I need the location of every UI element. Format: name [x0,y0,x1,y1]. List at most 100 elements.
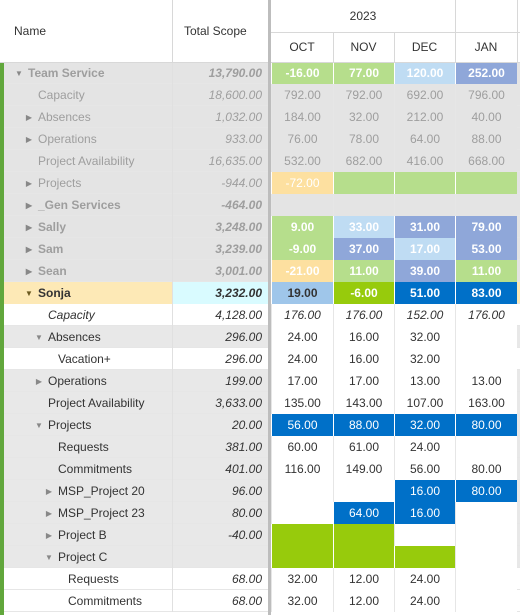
row-name-cell[interactable]: ▶ MSP_Project 23 [0,502,172,524]
row-name-cell[interactable]: ▶ Projects [0,172,172,194]
total-scope-cell[interactable]: 199.00 [172,370,268,392]
month-value-cell[interactable]: 120.00 [394,62,455,84]
month-value-cell[interactable]: 12.00 [333,590,394,612]
collapse-arrow-icon[interactable]: ▼ [35,332,43,342]
collapse-arrow-icon[interactable]: ▼ [25,288,33,298]
month-header-oct[interactable]: OCT [271,32,333,62]
month-value-cell[interactable]: 9.00 [271,216,333,238]
month-value-cell[interactable]: 61.00 [333,436,394,458]
month-value-cell[interactable]: 16.00 [394,480,455,502]
month-value-cell[interactable] [271,194,333,216]
table-row[interactable]: ▶ Sean 3,001.00 -21.00 11.00 39.00 11.00 [0,260,520,282]
month-value-cell[interactable]: 212.00 [394,106,455,128]
table-row[interactable]: ▶ Operations 199.00 17.00 17.00 13.00 13.00 [0,370,520,392]
table-row[interactable]: ▶ Absences 1,032.00 184.00 32.00 212.00 40.00 [0,106,520,128]
expand-arrow-icon[interactable]: ▶ [25,244,33,254]
month-value-cell[interactable]: 32.00 [271,590,333,612]
month-value-cell[interactable]: 792.00 [271,84,333,106]
total-scope-cell[interactable]: 296.00 [172,326,268,348]
row-name-cell[interactable]: Commitments [0,590,172,612]
total-scope-cell[interactable]: 13,790.00 [172,62,268,84]
month-value-cell[interactable]: 32.00 [394,348,455,370]
table-row[interactable]: Commitments 401.00 116.00 149.00 56.00 80.00 [0,458,520,480]
total-scope-cell[interactable]: -944.00 [172,172,268,194]
total-scope-cell[interactable]: 20.00 [172,414,268,436]
month-value-cell[interactable]: -6.00 [333,282,394,304]
row-name-cell[interactable]: Requests [0,568,172,590]
month-value-cell[interactable]: 24.00 [394,436,455,458]
month-value-cell[interactable]: -21.00 [271,260,333,282]
month-value-cell[interactable]: 17.00 [333,370,394,392]
month-value-cell[interactable]: -72.00 [271,172,333,194]
month-value-cell[interactable] [455,326,517,348]
month-value-cell[interactable]: 37.00 [333,238,394,260]
month-value-cell[interactable]: 24.00 [271,326,333,348]
month-value-cell[interactable]: 32.00 [271,568,333,590]
month-value-cell[interactable] [333,546,394,568]
month-value-cell[interactable]: 33.00 [333,216,394,238]
month-value-cell[interactable]: 88.00 [333,414,394,436]
month-value-cell[interactable]: 64.00 [394,128,455,150]
month-header-jan[interactable]: JAN [455,32,517,62]
table-row[interactable]: ▼ Project C [0,546,520,568]
frozen-column-splitter[interactable] [268,0,271,615]
month-value-cell[interactable]: 32.00 [394,326,455,348]
month-value-cell[interactable] [394,524,455,546]
month-value-cell[interactable]: 135.00 [271,392,333,414]
table-row[interactable]: ▶ Projects -944.00 -72.00 [0,172,520,194]
total-scope-cell[interactable]: 80.00 [172,502,268,524]
month-value-cell[interactable]: 176.00 [271,304,333,326]
expand-arrow-icon[interactable]: ▶ [45,486,53,496]
row-name-cell[interactable]: Requests [0,436,172,458]
month-value-cell[interactable] [271,480,333,502]
row-name-cell[interactable]: ▶ Sally [0,216,172,238]
month-value-cell[interactable]: 24.00 [394,568,455,590]
row-name-cell[interactable]: Project Availability [0,392,172,414]
table-row-selected[interactable]: ▼ Sonja 3,232.00 19.00 -6.00 51.00 83.00 [0,282,520,304]
total-scope-cell[interactable]: 4,128.00 [172,304,268,326]
month-value-cell[interactable]: 32.00 [394,414,455,436]
month-value-cell[interactable]: 88.00 [455,128,517,150]
row-name-cell[interactable]: ▼ Absences [0,326,172,348]
expand-arrow-icon[interactable]: ▶ [25,134,33,144]
month-value-cell[interactable]: 692.00 [394,84,455,106]
month-value-cell[interactable]: 11.00 [455,260,517,282]
month-value-cell[interactable]: 16.00 [333,326,394,348]
month-value-cell[interactable]: 163.00 [455,392,517,414]
month-value-cell[interactable]: 19.00 [271,282,333,304]
row-name-cell[interactable]: ▶ _Gen Services [0,194,172,216]
month-value-cell[interactable] [333,524,394,546]
month-value-cell[interactable] [455,348,517,370]
expand-arrow-icon[interactable]: ▶ [25,266,33,276]
month-value-cell[interactable]: -9.00 [271,238,333,260]
expand-arrow-icon[interactable]: ▶ [25,222,33,232]
row-name-cell[interactable]: ▶ Absences [0,106,172,128]
table-row[interactable]: Vacation+ 296.00 24.00 16.00 32.00 [0,348,520,370]
row-name-cell[interactable]: ▼ Team Service [0,62,172,84]
row-name-cell[interactable]: ▶ Operations [0,370,172,392]
expand-arrow-icon[interactable]: ▶ [45,508,53,518]
month-value-cell[interactable] [455,524,517,546]
month-value-cell[interactable]: 56.00 [271,414,333,436]
month-value-cell[interactable]: 78.00 [333,128,394,150]
total-scope-cell[interactable]: 3,232.00 [172,282,268,304]
column-header-name[interactable]: Name [0,0,172,62]
month-value-cell[interactable]: 116.00 [271,458,333,480]
month-value-cell[interactable]: 252.00 [455,62,517,84]
collapse-arrow-icon[interactable]: ▼ [35,420,43,430]
total-scope-cell[interactable]: 16,635.00 [172,150,268,172]
row-name-cell[interactable]: ▼ Projects [0,414,172,436]
table-row[interactable]: ▼ Team Service 13,790.00 -16.00 77.00 120.00 2… [0,62,520,84]
expand-arrow-icon[interactable]: ▶ [35,376,43,386]
table-row[interactable]: Commitments 68.00 32.00 12.00 24.00 [0,590,520,612]
month-value-cell[interactable]: 176.00 [333,304,394,326]
total-scope-cell[interactable]: 68.00 [172,590,268,612]
row-name-cell[interactable]: ▼ Project C [0,546,172,568]
total-scope-cell[interactable] [172,546,268,568]
row-name-cell[interactable]: Project Availability [0,150,172,172]
month-value-cell[interactable] [333,172,394,194]
total-scope-cell[interactable]: 18,600.00 [172,84,268,106]
month-value-cell[interactable]: 53.00 [455,238,517,260]
table-row[interactable]: ▶ Project B -40.00 [0,524,520,546]
month-value-cell[interactable]: 176.00 [455,304,517,326]
